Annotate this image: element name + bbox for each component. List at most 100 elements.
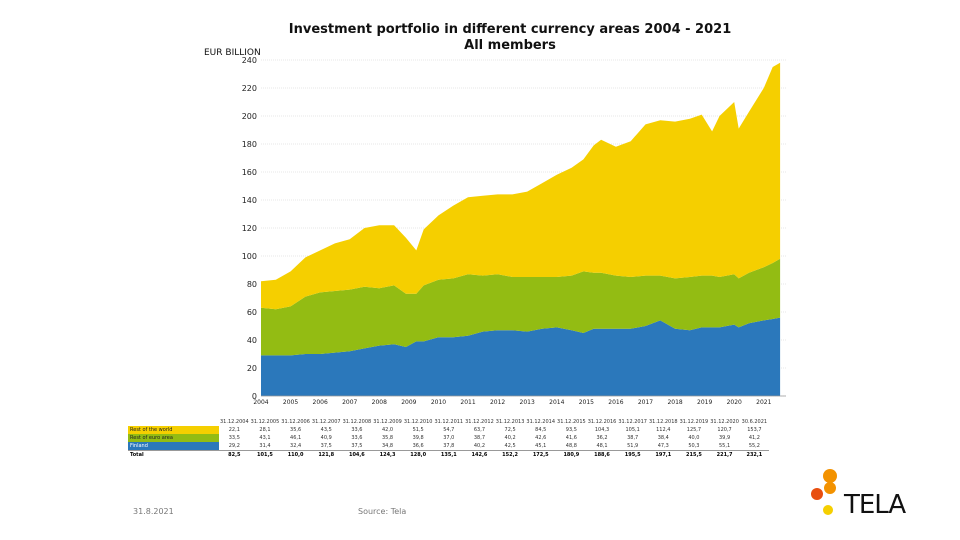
data-table-body: Rest of the world 22,1 28,1 35,6 43,5 33,6 42,… — [128, 426, 769, 459]
logo-text: TELA — [844, 490, 906, 520]
data-table-cell: 125,7 — [686, 427, 702, 433]
data-table-cell: 36,6 — [412, 443, 424, 449]
data-table-cell: 42,0 — [381, 427, 394, 433]
data-table-row-label: Total — [128, 450, 219, 459]
data-table-cell: 33,5 — [228, 435, 240, 441]
data-table-cell: 84,5 — [535, 427, 547, 433]
data-table-cell: 37,0 — [443, 435, 455, 441]
data-table-cell: 48,1 — [596, 443, 608, 449]
y-tick-label: 120 — [242, 224, 257, 233]
data-table-cell: 72,5 — [504, 427, 516, 433]
y-tick-label: 160 — [242, 168, 257, 177]
data-table-cell: 29,2 — [228, 443, 240, 449]
data-table-cell: 37,5 — [320, 443, 332, 449]
data-table-cell: 42,6 — [535, 435, 547, 441]
data-table-cell: 42,5 — [504, 443, 516, 449]
x-axis-ticks: 2004 2005 2006 2007 2008 2009 2010 2011 2012 2013… — [253, 399, 771, 406]
data-table-cell: 43,1 — [259, 435, 271, 441]
footer-source: Source: Tela — [358, 507, 407, 516]
data-table-row: Rest of euro area 33,5 43,1 46,1 40,9 33,6 35,… — [128, 434, 769, 442]
tela-logo: TELA — [806, 464, 916, 524]
x-tick-label: 2013 — [520, 399, 535, 406]
data-table-cell: 40,2 — [473, 443, 486, 449]
data-table-cell: 153,7 — [747, 427, 762, 433]
data-table-cell: 197,1 — [647, 450, 679, 459]
data-table-cell: 46,1 — [290, 435, 302, 441]
data-table-cell: 104,6 — [341, 450, 373, 459]
y-axis-unit-label: EUR BILLION — [204, 48, 261, 58]
data-table-cell: 55,2 — [748, 443, 760, 449]
data-table-column-header: 31.12.2015 — [557, 419, 586, 425]
data-table-cell: 40,0 — [688, 435, 700, 441]
x-tick-label: 2010 — [431, 399, 446, 406]
data-table-cell: 215,5 — [678, 450, 710, 459]
data-table-cell: 31,4 — [259, 443, 271, 449]
data-table-cell: 37,8 — [443, 443, 455, 449]
data-table-column-header: 31.12.2011 — [434, 419, 464, 425]
x-tick-label: 2021 — [756, 399, 771, 406]
data-table-cell: 142,6 — [464, 450, 495, 459]
data-table-cell: 82,5 — [219, 450, 250, 459]
data-table-cell: 38,4 — [657, 435, 669, 441]
data-table-cell: 39,9 — [719, 435, 731, 441]
y-tick-label: 200 — [242, 112, 257, 121]
data-table-cell: 22,1 — [228, 427, 240, 433]
y-tick-label: 20 — [247, 364, 257, 373]
data-table-cell: 121,8 — [310, 450, 342, 459]
data-table-corner — [128, 418, 219, 426]
data-table-column-header: 31.12.2004 — [220, 419, 249, 425]
data-table-column-header: 31.12.2005 — [250, 419, 280, 425]
y-tick-label: 180 — [242, 140, 257, 149]
area-series-rest-of-the-world — [261, 62, 781, 310]
y-tick-label: 80 — [247, 280, 257, 289]
data-table-cell: 47,3 — [657, 443, 669, 449]
x-tick-label: 2017 — [638, 399, 653, 406]
data-table-cell: 180,9 — [556, 450, 587, 459]
y-tick-label: 240 — [242, 56, 257, 65]
data-table-cell: 195,5 — [617, 450, 648, 459]
x-tick-label: 2011 — [460, 399, 475, 406]
chart-areas — [261, 62, 781, 396]
x-tick-label: 2005 — [283, 399, 298, 406]
data-table-row: Finland 29,2 31,4 32,4 37,5 37,5 34,8 36,6 37,8 4… — [128, 442, 769, 451]
data-table-row-label: Finland — [128, 442, 219, 451]
data-table-column-header: 31.12.2013 — [495, 419, 525, 425]
logo-dots-icon — [811, 469, 837, 515]
data-table: 31.12.2004 31.12.2005 31.12.2006 31.12.2007… — [128, 418, 769, 459]
data-table-cell: 35,6 — [290, 427, 302, 433]
x-tick-label: 2006 — [313, 399, 328, 406]
area-series-finland — [261, 317, 781, 396]
x-tick-label: 2012 — [490, 399, 505, 406]
data-table-row: Rest of the world 22,1 28,1 35,6 43,5 33,6 42,… — [128, 426, 769, 434]
y-axis-ticks: 0 20 40 60 80 100 120 140 160 180 200 220 240 — [242, 56, 257, 401]
data-table-cell: 36,2 — [596, 435, 608, 441]
data-table-cell: 40,9 — [320, 435, 332, 441]
data-table-cell: 55,1 — [719, 443, 731, 449]
data-table-column-header: 31.12.2019 — [679, 419, 709, 425]
data-table-cell: 128,0 — [402, 450, 434, 459]
x-tick-label: 2018 — [667, 399, 682, 406]
data-table-cell: 33,6 — [351, 435, 363, 441]
data-table-cell: 41,2 — [748, 435, 760, 441]
data-table-cell: 48,8 — [565, 443, 577, 449]
data-table-column-header: 31.12.2018 — [648, 419, 678, 425]
data-table-column-header: 31.12.2017 — [618, 419, 647, 425]
y-tick-label: 220 — [242, 84, 257, 93]
x-tick-label: 2008 — [372, 399, 387, 406]
area-series-rest-of-euro-area — [261, 258, 781, 356]
data-table-cell: 172,5 — [525, 450, 557, 459]
data-table-cell: 221,7 — [709, 450, 740, 459]
data-table-column-header: 31.12.2006 — [281, 419, 310, 425]
data-table-cell: 45,1 — [535, 443, 547, 449]
data-table-cell: 152,2 — [494, 450, 526, 459]
y-tick-label: 100 — [242, 252, 257, 261]
data-table-cell: 63,7 — [473, 427, 486, 433]
data-table-cell: 135,1 — [433, 450, 465, 459]
data-table-cell: 39,8 — [412, 435, 424, 441]
data-table-column-header: 30.6.2021 — [741, 419, 768, 425]
data-table-column-header: 31.12.2016 — [587, 419, 617, 425]
data-table-cell: 112,4 — [656, 427, 671, 433]
x-tick-label: 2019 — [697, 399, 712, 406]
data-table-cell: 35,8 — [381, 435, 394, 441]
